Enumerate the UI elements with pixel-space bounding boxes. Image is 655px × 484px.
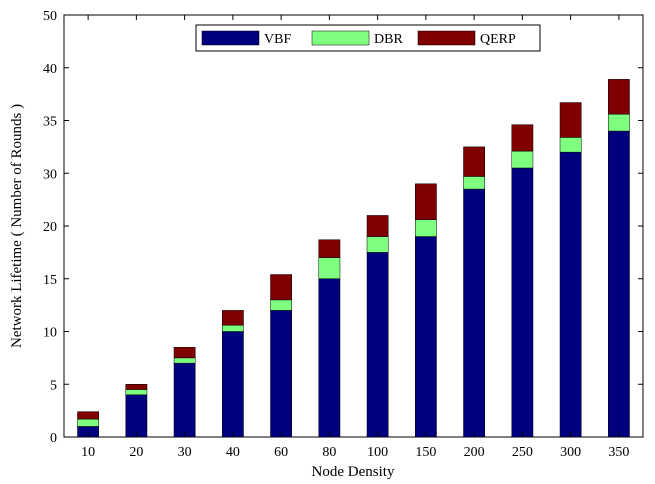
y-tick-label: 50 <box>43 9 57 24</box>
bar-dbr-10 <box>77 418 99 427</box>
bar-qerp-80 <box>318 239 341 258</box>
bar-qerp-40 <box>222 310 244 326</box>
bar-qerp-250 <box>511 124 534 152</box>
x-tick-label: 350 <box>608 445 629 460</box>
bar-dbr-80 <box>318 257 341 279</box>
bar-vbf-30 <box>173 362 196 438</box>
bar-qerp-150 <box>415 183 437 220</box>
bar-qerp-350 <box>608 79 630 115</box>
x-tick-label: 200 <box>464 445 485 460</box>
x-tick-label: 250 <box>512 445 533 460</box>
bar-vbf-60 <box>270 310 292 438</box>
bar-dbr-250 <box>511 150 534 169</box>
legend-swatch-qerp <box>417 30 476 46</box>
bar-dbr-20 <box>125 389 148 396</box>
x-tick-label: 20 <box>129 445 143 460</box>
x-tick-label: 10 <box>81 445 95 460</box>
legend-label-vbf: VBF <box>264 32 291 47</box>
bar-qerp-100 <box>366 215 389 237</box>
y-axis-title: Network Lifetime ( Number of Rounds ) <box>9 104 25 348</box>
y-tick-label: 10 <box>43 326 57 341</box>
bar-vbf-20 <box>125 394 148 438</box>
y-tick-label: 30 <box>43 167 57 182</box>
x-tick-label: 80 <box>322 445 336 460</box>
legend: VBF DBR QERP <box>195 24 541 52</box>
bar-vbf-150 <box>415 236 437 438</box>
y-tick-label: 15 <box>43 273 57 288</box>
ticks-group: 10 20 30 40 60 80 100 150 200 250 300 350 0 5 10 15 20 30… <box>43 9 643 460</box>
bar-dbr-100 <box>366 236 389 253</box>
bar-qerp-20 <box>125 384 148 390</box>
y-tick-label: 20 <box>43 220 57 235</box>
bar-vbf-40 <box>222 331 244 438</box>
bar-dbr-350 <box>608 113 630 132</box>
x-tick-label: 30 <box>178 445 192 460</box>
bar-dbr-30 <box>173 357 196 364</box>
legend-label-qerp: QERP <box>480 32 516 47</box>
legend-swatch-vbf <box>201 30 260 46</box>
bar-dbr-60 <box>270 299 292 311</box>
bar-dbr-150 <box>415 219 437 237</box>
y-tick-label: 35 <box>43 115 57 130</box>
bars-group <box>77 79 630 438</box>
legend-swatch-dbr <box>311 30 370 46</box>
plot-area <box>63 14 644 438</box>
bar-dbr-200 <box>463 176 485 190</box>
y-tick-label: 40 <box>43 62 57 77</box>
bar-vbf-80 <box>318 278 341 438</box>
x-axis-title: Node Density <box>312 464 395 480</box>
x-tick-label: 150 <box>415 445 436 460</box>
bar-qerp-300 <box>559 102 582 138</box>
bar-vbf-350 <box>608 130 630 438</box>
y-tick-label: 5 <box>50 378 57 393</box>
bar-vbf-300 <box>559 151 582 438</box>
x-tick-label: 40 <box>226 445 240 460</box>
bar-dbr-300 <box>559 137 582 153</box>
bar-qerp-30 <box>173 347 196 359</box>
x-tick-label: 60 <box>274 445 288 460</box>
x-tick-label: 100 <box>367 445 388 460</box>
bar-qerp-10 <box>77 411 99 420</box>
bar-vbf-250 <box>511 167 534 438</box>
x-tick-label: 300 <box>560 445 581 460</box>
bar-qerp-60 <box>270 274 292 301</box>
bar-qerp-200 <box>463 146 485 177</box>
y-tick-label: 0 <box>50 431 57 446</box>
legend-label-dbr: DBR <box>374 32 403 47</box>
bar-vbf-100 <box>366 252 389 438</box>
bar-vbf-200 <box>463 188 485 438</box>
bar-dbr-40 <box>222 324 244 332</box>
